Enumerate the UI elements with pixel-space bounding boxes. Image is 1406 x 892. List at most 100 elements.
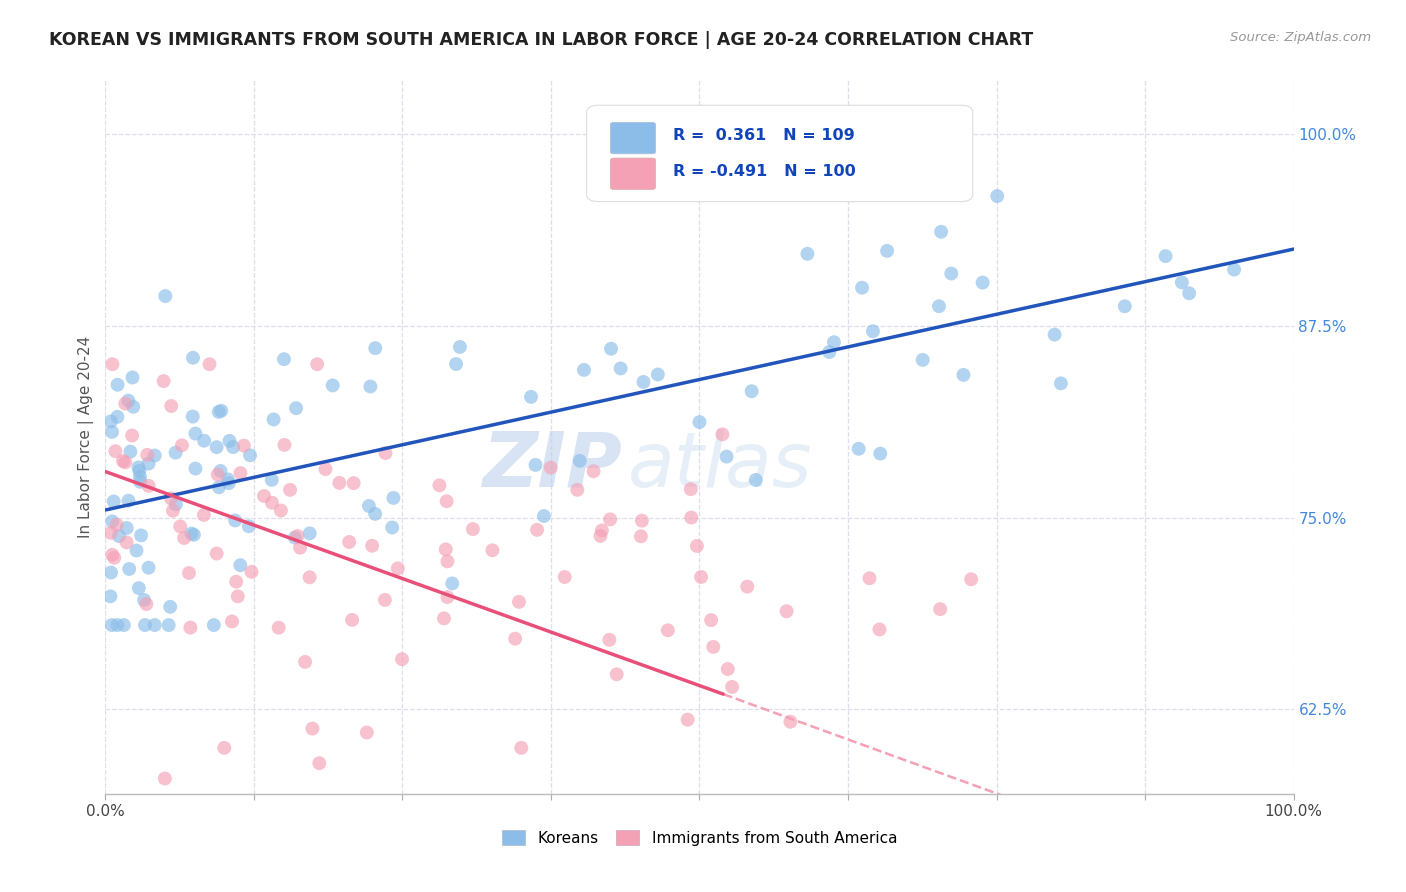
Point [285, 401, 308, 416]
Point [676, 713, 699, 727]
FancyBboxPatch shape [586, 105, 973, 202]
Point [218, 434, 240, 448]
Point [647, 368, 669, 382]
Point [869, 623, 891, 637]
Point [775, 604, 797, 618]
Point [120, 444, 142, 458]
Point [690, 570, 713, 584]
Point [132, 593, 155, 607]
Point [121, 428, 143, 442]
Point [356, 725, 378, 739]
Point [361, 539, 384, 553]
Point [205, 547, 228, 561]
Point [481, 543, 503, 558]
Point [229, 466, 252, 480]
Point [876, 244, 898, 258]
Point [591, 524, 613, 538]
Point [205, 440, 228, 454]
Point [160, 491, 183, 506]
Point [818, 345, 841, 359]
Point [434, 542, 457, 557]
Point [128, 460, 150, 475]
Point [121, 370, 143, 384]
Point [337, 535, 360, 549]
Point [572, 363, 595, 377]
Point [314, 462, 336, 476]
Point [101, 548, 124, 562]
Point [239, 448, 262, 462]
Point [138, 560, 160, 574]
Point [1178, 286, 1201, 301]
Point [374, 593, 396, 607]
Point [308, 756, 330, 771]
Point [101, 618, 124, 632]
Point [184, 426, 207, 441]
Point [503, 632, 526, 646]
Point [114, 396, 136, 410]
Point [238, 519, 260, 533]
Point [582, 464, 605, 478]
Text: Source: ZipAtlas.com: Source: ZipAtlas.com [1230, 31, 1371, 45]
Legend: Koreans, Immigrants from South America: Koreans, Immigrants from South America [498, 826, 901, 850]
Point [721, 680, 744, 694]
Point [554, 570, 576, 584]
Point [941, 267, 963, 281]
Point [177, 566, 200, 580]
Point [169, 519, 191, 533]
Point [520, 390, 543, 404]
Point [155, 289, 177, 303]
Point [436, 590, 458, 604]
Point [598, 632, 620, 647]
Point [143, 618, 166, 632]
Point [869, 447, 891, 461]
FancyBboxPatch shape [610, 122, 655, 153]
Point [221, 615, 243, 629]
Point [929, 602, 952, 616]
Point [183, 527, 205, 541]
Point [357, 499, 380, 513]
Point [162, 504, 184, 518]
Point [307, 357, 329, 371]
Point [1114, 299, 1136, 313]
Point [858, 571, 880, 585]
Point [253, 489, 276, 503]
Point [508, 595, 530, 609]
Point [429, 478, 451, 492]
Point [157, 618, 180, 632]
Point [510, 740, 533, 755]
Point [107, 377, 129, 392]
Point [540, 460, 562, 475]
Point [118, 562, 141, 576]
Point [952, 368, 974, 382]
Point [287, 529, 309, 543]
Point [103, 550, 125, 565]
Point [686, 539, 709, 553]
Point [689, 415, 711, 429]
Point [135, 597, 157, 611]
Point [202, 618, 225, 632]
Point [224, 513, 246, 527]
Point [129, 470, 152, 484]
Point [273, 352, 295, 367]
Point [630, 529, 652, 543]
Point [796, 247, 818, 261]
Point [134, 618, 156, 632]
Point [105, 517, 128, 532]
Point [101, 357, 124, 371]
Point [928, 299, 950, 313]
Point [273, 438, 295, 452]
Point [382, 491, 405, 505]
Point [184, 461, 207, 475]
Point [328, 475, 350, 490]
Point [461, 522, 484, 536]
Point [1154, 249, 1177, 263]
Point [209, 464, 232, 478]
Text: R = -0.491   N = 100: R = -0.491 N = 100 [673, 164, 856, 179]
Point [929, 225, 952, 239]
Point [851, 281, 873, 295]
Point [631, 514, 654, 528]
Point [343, 476, 366, 491]
Point [533, 509, 555, 524]
Point [115, 535, 138, 549]
Point [526, 523, 548, 537]
